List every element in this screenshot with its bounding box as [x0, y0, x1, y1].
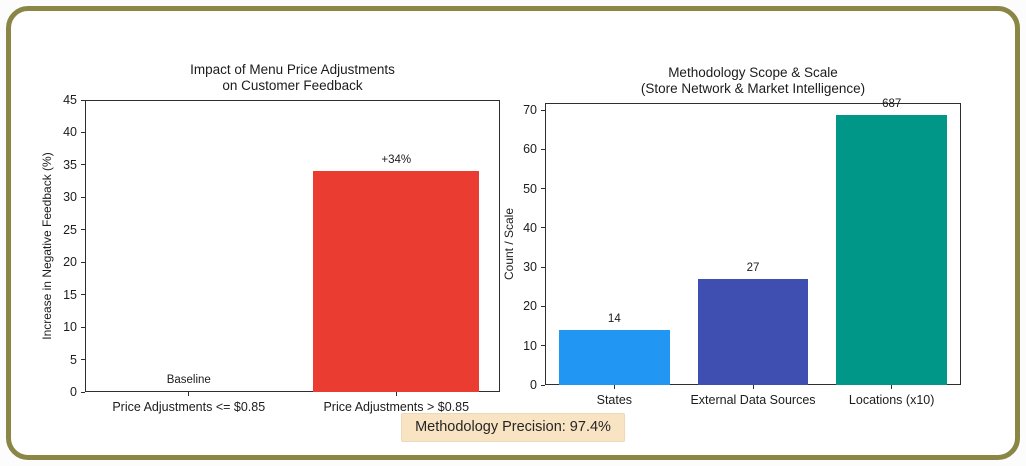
x-tick-mark [891, 385, 893, 389]
x-category-label: States [596, 393, 633, 407]
y-tick-mark [81, 326, 85, 328]
x-category-label: External Data Sources [690, 393, 816, 407]
y-tick-mark [541, 227, 545, 229]
bar-value-label: +34% [381, 154, 412, 167]
x-tick-mark [613, 385, 615, 389]
bar-price-adjustments-0-85 [313, 171, 480, 392]
y-tick-mark [541, 384, 545, 386]
y-tick-label: 40 [63, 125, 77, 140]
bar-value-label: Baseline [166, 374, 211, 386]
y-tick-label: 60 [523, 142, 537, 157]
y-tick-mark [541, 345, 545, 347]
y-tick-label: 25 [63, 222, 77, 237]
y-tick-mark [541, 266, 545, 268]
y-tick-label: 15 [63, 287, 77, 302]
y-tick-label: 5 [70, 352, 77, 367]
y-tick-mark [541, 148, 545, 150]
y-tick-mark [81, 196, 85, 198]
x-tick-mark [395, 392, 397, 396]
y-tick-mark [541, 305, 545, 307]
bar-value-label: 27 [746, 261, 760, 274]
y-axis-label: Increase in Negative Feedback (%) [40, 152, 54, 340]
y-tick-mark [81, 261, 85, 263]
y-tick-label: 30 [63, 190, 77, 205]
bar-value-label: 687 [882, 98, 902, 111]
x-tick-mark [752, 385, 754, 389]
y-tick-mark [81, 359, 85, 361]
y-tick-label: 10 [523, 338, 537, 353]
y-tick-mark [81, 229, 85, 231]
y-tick-label: 40 [523, 220, 537, 235]
y-tick-mark [81, 99, 85, 101]
y-tick-mark [541, 109, 545, 111]
y-tick-label: 30 [523, 260, 537, 275]
bar-states [558, 330, 670, 385]
bar-external-data-sources [697, 278, 809, 385]
y-tick-label: 45 [63, 93, 77, 107]
x-category-label: Price Adjustments <= $0.85 [112, 400, 266, 414]
y-tick-mark [81, 131, 85, 133]
x-category-label: Locations (x10) [848, 393, 935, 407]
y-tick-mark [541, 188, 545, 190]
y-tick-label: 20 [63, 255, 77, 270]
y-tick-mark [81, 391, 85, 393]
x-tick-mark [188, 392, 190, 396]
y-tick-label: 70 [523, 103, 537, 118]
y-tick-label: 10 [63, 320, 77, 335]
y-tick-mark [81, 164, 85, 166]
x-category-label: Price Adjustments > $0.85 [323, 400, 470, 414]
y-tick-label: 0 [530, 378, 537, 392]
y-tick-label: 0 [70, 385, 77, 399]
chart-title: Impact of Menu Price Adjustments on Custo… [190, 62, 395, 94]
bar-locations-x10- [836, 115, 948, 385]
chart-title: Methodology Scope & Scale (Store Network … [640, 65, 866, 97]
y-tick-mark [81, 294, 85, 296]
y-tick-label: 35 [63, 157, 77, 172]
y-tick-label: 50 [523, 181, 537, 196]
methodology-precision-badge: Methodology Precision: 97.4% [401, 413, 625, 442]
bar-value-label: 14 [607, 313, 621, 325]
y-tick-label: 20 [523, 299, 537, 314]
